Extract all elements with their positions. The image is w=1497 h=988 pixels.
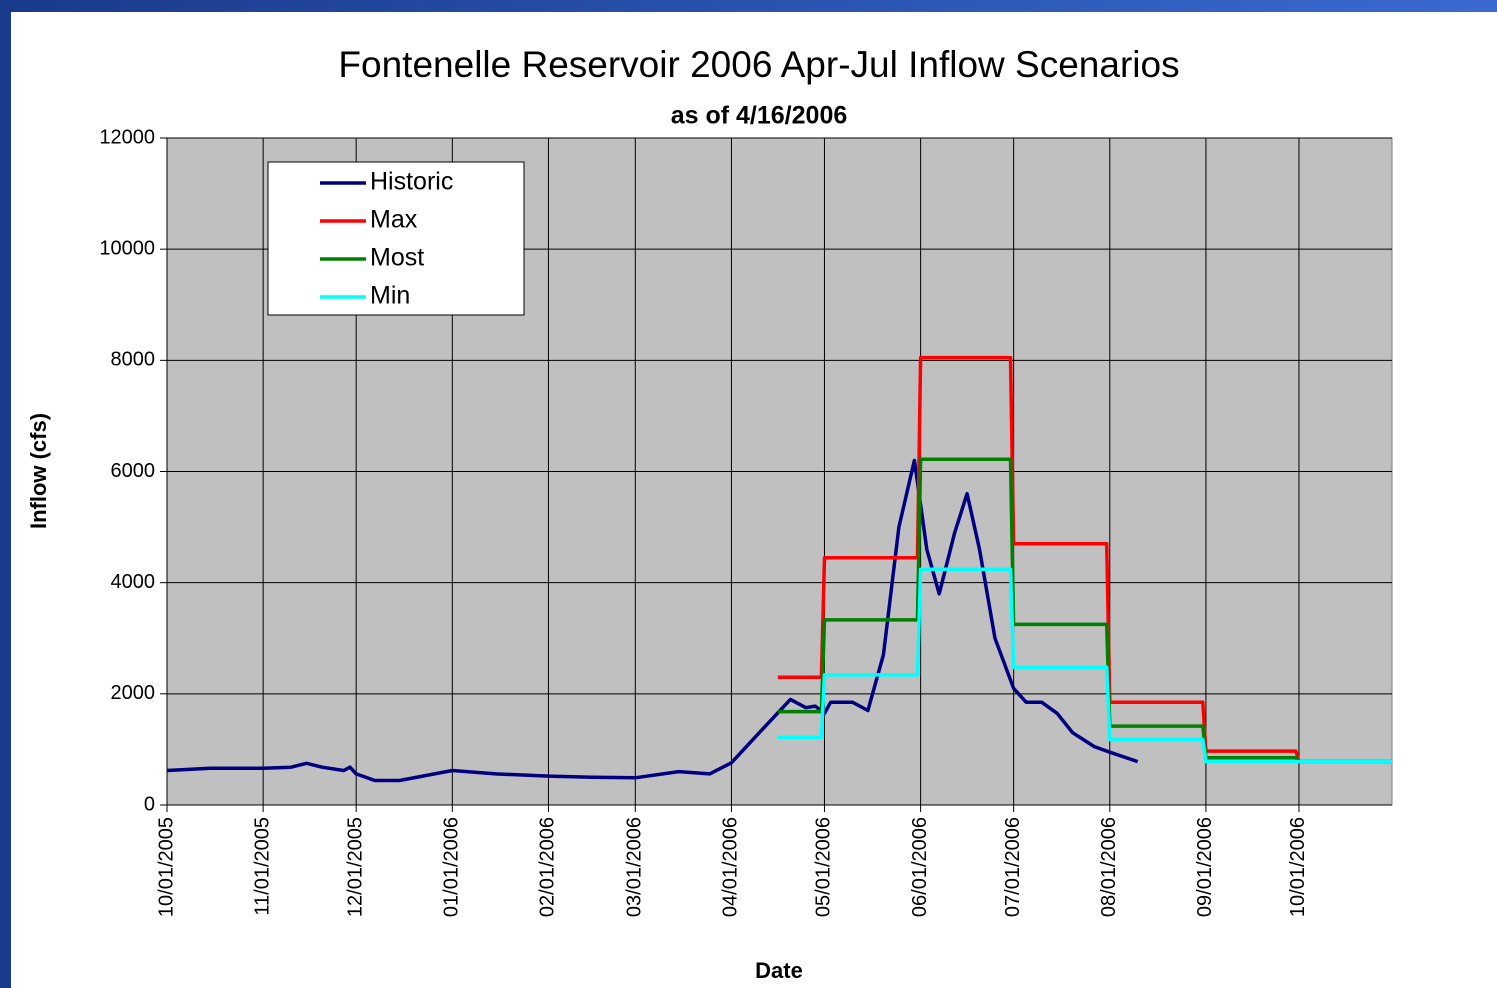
chart-subtitle: as of 4/16/2006 <box>671 102 848 130</box>
top-frame <box>0 0 1497 12</box>
legend-label: Max <box>370 206 418 234</box>
legend-label: Most <box>370 244 424 272</box>
x-tick-label: 03/01/2006 <box>624 817 646 917</box>
x-tick-label: 10/01/2005 <box>155 817 177 917</box>
x-tick-label: 09/01/2006 <box>1194 817 1216 917</box>
x-tick-label: 12/01/2005 <box>344 817 366 917</box>
y-tick-label: 2000 <box>111 682 156 704</box>
x-tick-label: 05/01/2006 <box>813 817 835 917</box>
series-line <box>777 355 1392 764</box>
x-tick-label: 07/01/2006 <box>1002 817 1024 917</box>
legend-label: Historic <box>370 168 453 196</box>
legend-box <box>267 161 525 316</box>
x-tick-label: 01/01/2006 <box>441 817 463 917</box>
left-frame <box>0 0 11 988</box>
y-tick-label: 8000 <box>111 349 156 371</box>
x-tick-label: 10/01/2006 <box>1287 817 1309 917</box>
x-tick-label: 11/01/2005 <box>251 817 273 916</box>
chart-title: Fontenelle Reservoir 2006 Apr-Jul Inflow… <box>338 44 1179 85</box>
y-tick-label: 4000 <box>111 571 156 593</box>
x-tick-label: 04/01/2006 <box>720 817 742 917</box>
series-line <box>166 458 1139 783</box>
y-tick-label: 12000 <box>99 126 155 148</box>
y-tick-label: 6000 <box>111 460 156 482</box>
legend-label: Min <box>370 282 410 310</box>
x-tick-label: 08/01/2006 <box>1098 817 1120 917</box>
y-tick-label: 0 <box>144 793 155 815</box>
y-tick-label: 10000 <box>99 237 155 259</box>
series-line <box>777 567 1392 764</box>
x-axis-label: Date <box>755 958 803 983</box>
y-axis-label: Inflow (cfs) <box>26 413 51 529</box>
x-tick-label: 06/01/2006 <box>909 817 931 917</box>
x-tick-label: 02/01/2006 <box>537 817 559 917</box>
series-line <box>777 457 1392 764</box>
